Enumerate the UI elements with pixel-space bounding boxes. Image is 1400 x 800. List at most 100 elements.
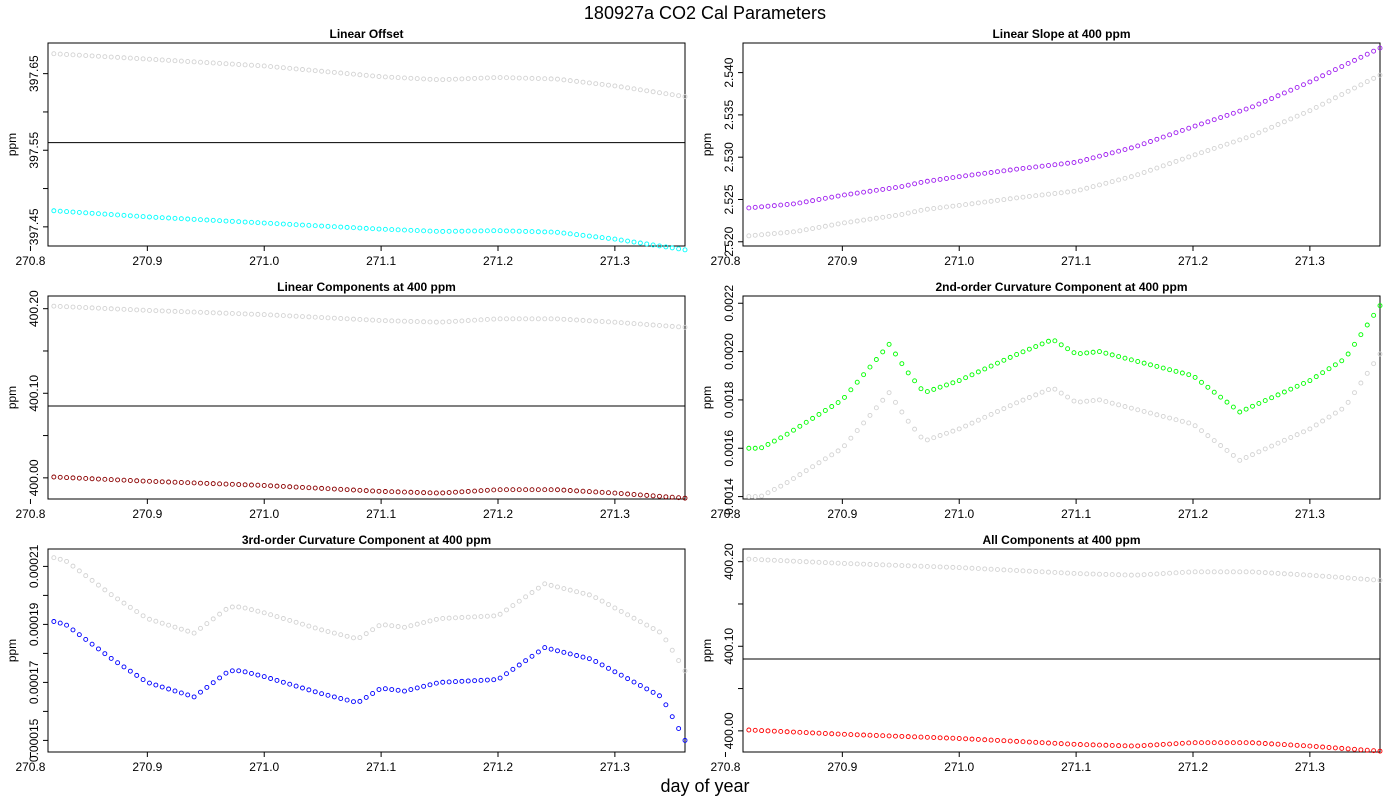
data-point <box>771 557 777 563</box>
data-point <box>255 672 261 678</box>
data-point <box>389 687 395 692</box>
data-point <box>1116 177 1122 183</box>
data-point <box>344 633 350 639</box>
data-point <box>975 566 981 572</box>
data-point <box>1199 428 1204 434</box>
data-point <box>759 445 765 451</box>
data-point <box>108 306 114 312</box>
data-point <box>548 487 554 493</box>
x-tick-label: 270.9 <box>827 760 857 774</box>
data-point <box>1262 98 1268 104</box>
data-point <box>427 682 433 688</box>
data-point <box>402 75 407 81</box>
data-point <box>325 223 331 229</box>
data-point <box>529 229 535 235</box>
data-point <box>108 212 114 217</box>
data-point <box>484 677 490 683</box>
data-point <box>159 684 165 690</box>
data-point <box>153 57 159 63</box>
data-point <box>542 316 548 322</box>
data-point <box>274 677 280 683</box>
data-point <box>771 203 777 209</box>
data-point <box>64 475 70 481</box>
x-tick-label: 271.0 <box>249 254 279 268</box>
data-point <box>644 88 650 94</box>
data-point <box>682 247 688 253</box>
data-point <box>459 228 465 234</box>
data-point <box>950 175 956 181</box>
data-point <box>89 53 95 59</box>
data-point <box>1199 121 1204 127</box>
data-point <box>76 568 82 574</box>
data-point <box>1160 163 1166 169</box>
data-point <box>108 477 114 483</box>
data-point <box>759 557 765 563</box>
data-point <box>1071 398 1077 404</box>
data-point <box>631 679 637 685</box>
data-point <box>1275 440 1281 446</box>
data-point <box>535 649 541 655</box>
data-point <box>319 315 325 320</box>
data-point <box>1192 152 1198 158</box>
data-point <box>1179 418 1185 424</box>
data-point <box>178 216 184 222</box>
data-point <box>886 733 892 739</box>
data-point <box>803 730 809 736</box>
data-point <box>580 488 586 494</box>
data-point <box>1256 130 1262 136</box>
data-point <box>580 79 586 85</box>
data-point <box>1154 363 1160 369</box>
data-point <box>1339 745 1345 751</box>
series-1 <box>746 351 1383 500</box>
data-point <box>1122 743 1128 749</box>
data-point <box>191 59 197 65</box>
data-point <box>535 585 541 591</box>
data-point <box>1243 406 1249 412</box>
data-point <box>210 60 216 66</box>
data-point <box>1122 404 1128 409</box>
data-point <box>1371 748 1377 754</box>
data-point <box>204 621 210 627</box>
data-point <box>287 484 293 490</box>
data-point <box>905 734 911 740</box>
data-point <box>1307 426 1313 432</box>
data-point <box>567 78 573 84</box>
data-point <box>357 698 363 704</box>
data-point <box>1014 195 1020 201</box>
data-point <box>822 408 828 413</box>
data-point <box>867 364 873 370</box>
data-point <box>669 647 675 653</box>
data-point <box>453 318 458 324</box>
data-point <box>1301 572 1306 578</box>
data-point <box>325 486 331 492</box>
data-point <box>937 433 943 438</box>
data-point <box>1160 741 1166 747</box>
data-point <box>822 223 828 229</box>
data-point <box>185 59 191 64</box>
data-point <box>127 604 133 610</box>
data-point <box>115 477 121 483</box>
data-point <box>51 208 57 214</box>
data-point <box>134 672 140 678</box>
panel-4: 2nd-order Curvature Component at 400 ppm… <box>700 280 1383 521</box>
data-point <box>542 76 548 82</box>
data-point <box>1275 93 1281 99</box>
data-point <box>376 226 382 232</box>
data-point <box>268 220 274 226</box>
data-point <box>1033 569 1039 574</box>
data-point <box>1339 64 1345 69</box>
data-point <box>924 389 930 395</box>
data-point <box>1109 572 1115 578</box>
data-point <box>191 630 197 636</box>
data-point <box>988 198 994 204</box>
data-point <box>1345 399 1351 405</box>
data-point <box>446 615 452 621</box>
data-point <box>351 487 356 493</box>
data-point <box>261 674 267 680</box>
data-point <box>1358 332 1364 338</box>
data-point <box>618 320 624 326</box>
data-point <box>931 435 937 441</box>
plot-frame <box>742 42 1381 247</box>
data-point <box>1103 152 1109 157</box>
data-point <box>1352 746 1357 752</box>
